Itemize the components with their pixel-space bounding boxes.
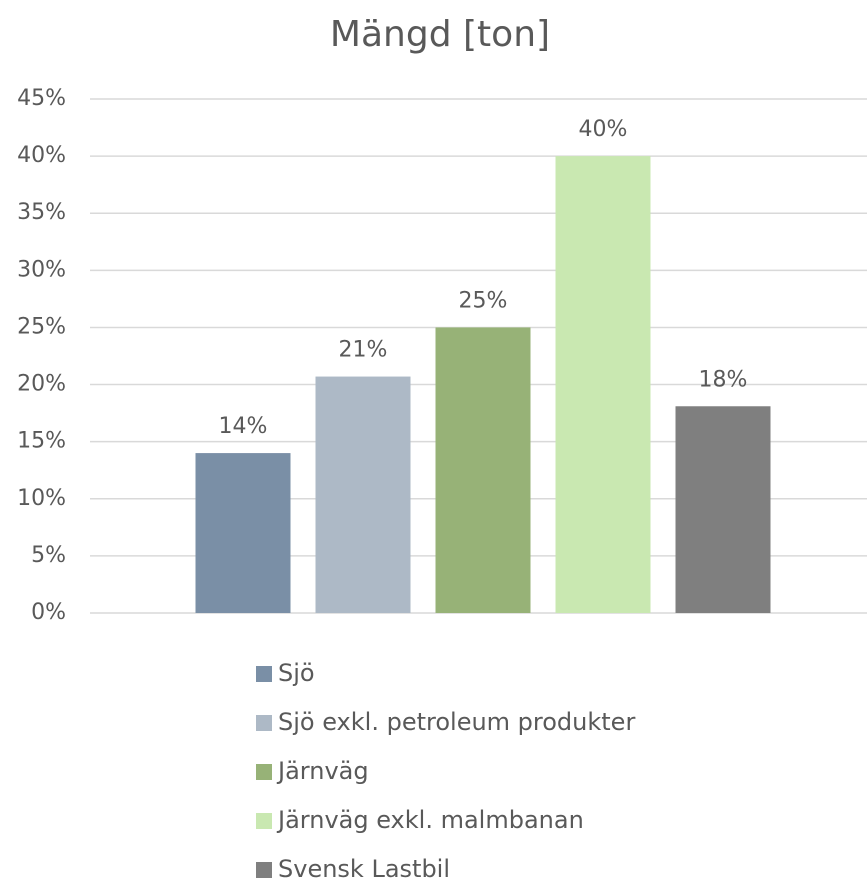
y-tick-label: 0% bbox=[31, 600, 66, 625]
y-tick-label: 15% bbox=[17, 429, 66, 454]
y-tick-label: 30% bbox=[17, 257, 66, 282]
legend-label: Järnväg bbox=[276, 757, 369, 785]
data-label: 14% bbox=[219, 414, 268, 439]
y-tick-label: 25% bbox=[17, 314, 66, 339]
legend-label: Sjö bbox=[278, 659, 315, 687]
chart-title: Mängd [ton] bbox=[330, 14, 550, 55]
legend-swatch bbox=[256, 764, 272, 780]
y-tick-label: 40% bbox=[17, 143, 66, 168]
bar bbox=[435, 327, 531, 613]
legend-label: Svensk Lastbil bbox=[278, 855, 450, 883]
y-tick-label: 5% bbox=[31, 543, 66, 568]
legend-swatch bbox=[256, 813, 272, 829]
legend-swatch bbox=[256, 862, 272, 878]
bar bbox=[675, 406, 771, 613]
legend-swatch bbox=[256, 715, 272, 731]
data-label: 18% bbox=[699, 367, 748, 392]
bar bbox=[555, 156, 651, 613]
bar bbox=[195, 453, 291, 613]
bar bbox=[315, 376, 411, 613]
y-tick-label: 35% bbox=[17, 200, 66, 225]
legend-label: Sjö exkl. petroleum produkter bbox=[278, 708, 635, 736]
data-label: 25% bbox=[459, 288, 508, 313]
y-tick-label: 20% bbox=[17, 372, 66, 397]
y-tick-label: 10% bbox=[17, 486, 66, 511]
data-label: 40% bbox=[579, 117, 628, 142]
legend-label: Järnväg exkl. malmbanan bbox=[276, 806, 584, 834]
legend-swatch bbox=[256, 666, 272, 682]
y-tick-label: 45% bbox=[17, 86, 66, 111]
data-label: 21% bbox=[339, 338, 388, 363]
